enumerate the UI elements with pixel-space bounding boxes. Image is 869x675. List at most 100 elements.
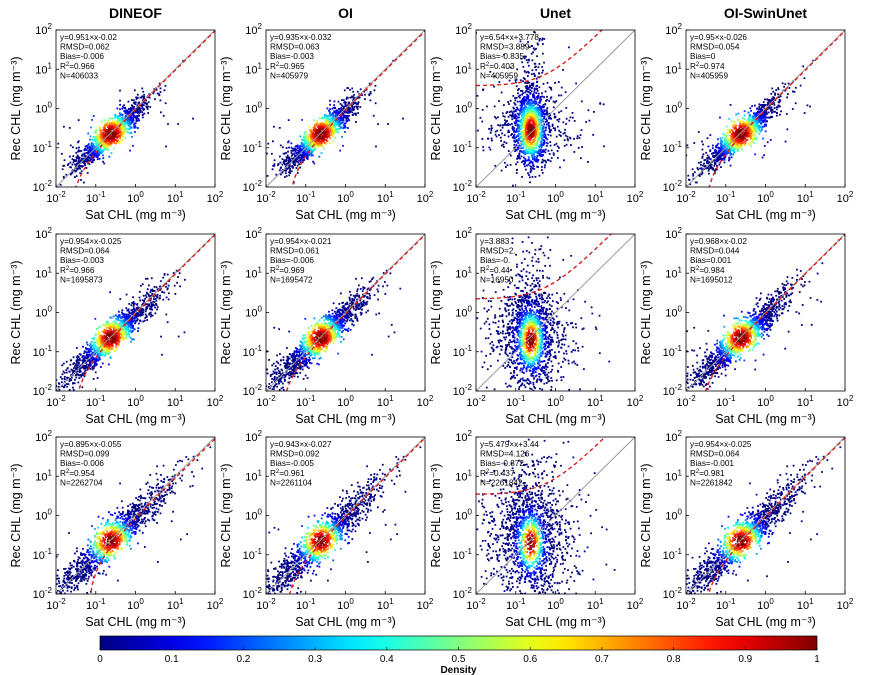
density-point [743, 118, 746, 121]
density-point [750, 109, 752, 112]
density-point [526, 88, 529, 91]
density-point [533, 144, 536, 147]
density-point [316, 123, 319, 126]
density-point [527, 108, 530, 111]
density-point [707, 162, 710, 165]
density-point [317, 143, 320, 146]
density-point [131, 121, 134, 124]
density-point [308, 136, 311, 138]
density-point [307, 142, 310, 145]
density-point [527, 130, 530, 133]
density-point [552, 106, 555, 109]
density-point [489, 131, 492, 134]
density-point [310, 148, 313, 151]
density-point [513, 134, 515, 137]
density-point [564, 128, 566, 131]
density-point [516, 168, 518, 171]
density-point [87, 152, 89, 155]
density-point [566, 138, 569, 140]
density-point [327, 122, 330, 125]
density-point [527, 110, 529, 113]
density-point [508, 111, 511, 114]
density-point [535, 123, 538, 126]
density-point [513, 133, 516, 136]
density-point [513, 102, 516, 104]
density-point [525, 127, 528, 130]
density-point [312, 133, 315, 136]
density-point [95, 148, 98, 151]
density-point [124, 128, 126, 131]
density-point [551, 123, 554, 126]
density-point [525, 149, 528, 152]
density-point [495, 117, 498, 120]
density-point [78, 150, 81, 153]
density-point [315, 128, 317, 131]
density-point [576, 137, 579, 140]
density-point [510, 115, 513, 118]
density-point [121, 121, 124, 124]
density-point [476, 94, 479, 97]
density-point [71, 171, 74, 174]
density-point [533, 157, 535, 160]
density-point [760, 108, 762, 111]
density-point [346, 96, 349, 99]
density-point [310, 142, 312, 145]
density-point [109, 134, 111, 136]
density-point [336, 116, 339, 119]
density-point [329, 137, 332, 140]
density-point [565, 143, 568, 146]
density-point [126, 109, 129, 112]
density-point [521, 122, 524, 125]
density-point [77, 149, 80, 152]
density-point [541, 127, 544, 130]
density-point [750, 144, 752, 147]
density-point [99, 130, 102, 133]
density-point [298, 159, 300, 162]
density-point [723, 156, 726, 159]
density-point [344, 103, 347, 106]
density-point [290, 170, 293, 173]
density-point [773, 107, 776, 109]
density-point [511, 127, 514, 130]
density-point [516, 157, 518, 160]
density-point [517, 120, 520, 123]
density-point [729, 152, 732, 155]
density-point [531, 152, 534, 155]
density-point [92, 146, 95, 149]
density-point [539, 150, 541, 153]
density-point [67, 163, 70, 165]
density-point [346, 112, 349, 114]
density-point [89, 151, 92, 154]
density-point [701, 171, 704, 174]
density-point [355, 105, 358, 108]
density-point [119, 137, 122, 140]
density-point [777, 101, 780, 104]
density-point [527, 159, 529, 162]
density-point [531, 143, 534, 146]
density-point [706, 161, 708, 164]
density-point [531, 151, 534, 153]
density-point [535, 96, 538, 98]
density-point [534, 141, 537, 144]
density-point [318, 117, 321, 120]
density-point [520, 131, 523, 134]
density-point [506, 123, 509, 126]
density-point [118, 135, 121, 138]
density-point [346, 120, 349, 123]
density-point [706, 166, 709, 169]
density-point [698, 173, 701, 176]
density-point [511, 136, 514, 139]
density-point [69, 161, 72, 164]
density-point [298, 163, 301, 166]
density-point [324, 119, 327, 122]
density-point [106, 140, 109, 142]
density-point [340, 107, 343, 110]
density-point [129, 116, 132, 119]
density-point [791, 108, 794, 110]
density-point [343, 125, 346, 128]
density-point [352, 103, 355, 106]
density-point [333, 124, 336, 126]
density-point [111, 126, 113, 129]
density-point [340, 115, 343, 118]
density-point [321, 117, 324, 120]
